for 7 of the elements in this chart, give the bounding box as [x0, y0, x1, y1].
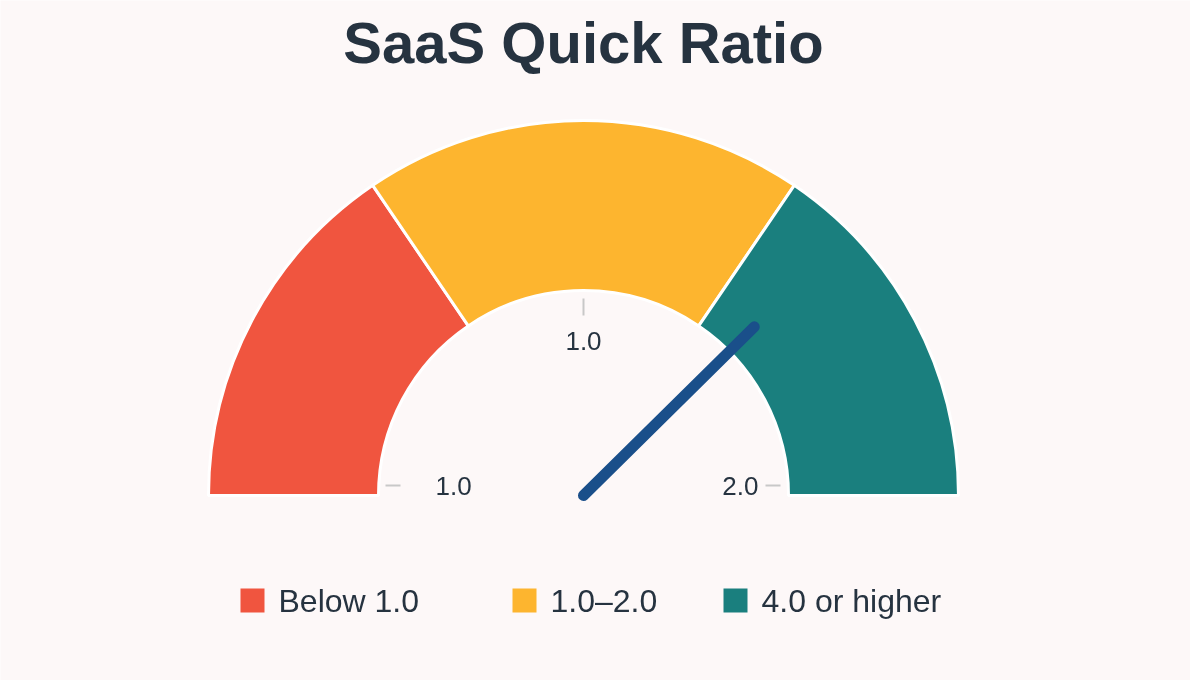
chart-title: SaaS Quick Ratio — [343, 10, 824, 75]
legend-label: 1.0–2.0 — [550, 582, 658, 619]
text: 1.0 — [565, 325, 602, 356]
text: 2.0 — [722, 470, 759, 501]
text: 1.0 — [435, 470, 472, 501]
legend-label: Below 1.0 — [278, 582, 420, 619]
legend-label: 4.0 or higher — [761, 582, 942, 619]
